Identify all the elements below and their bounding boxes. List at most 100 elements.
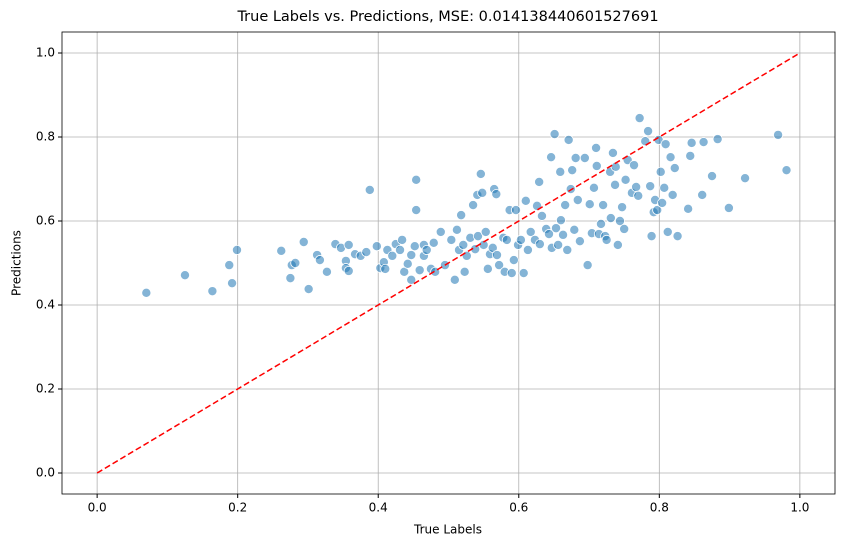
- point: [570, 152, 581, 163]
- point: [712, 134, 723, 145]
- point: [562, 244, 573, 255]
- point: [468, 200, 479, 211]
- point: [343, 239, 354, 250]
- point: [553, 239, 564, 250]
- point: [435, 226, 446, 237]
- point: [475, 168, 486, 179]
- point: [141, 287, 152, 298]
- point: [579, 152, 590, 163]
- point: [421, 244, 432, 255]
- point: [601, 234, 612, 245]
- x-axis-label: True Labels: [413, 523, 482, 537]
- x-tick-label: 0.8: [650, 501, 669, 515]
- point: [607, 147, 618, 158]
- point: [501, 234, 512, 245]
- point: [231, 244, 242, 255]
- point: [560, 200, 571, 211]
- point: [536, 210, 547, 221]
- point: [655, 166, 666, 177]
- point: [515, 234, 526, 245]
- point: [285, 273, 296, 284]
- point: [543, 229, 554, 240]
- point: [458, 239, 469, 250]
- point: [640, 136, 651, 147]
- point: [480, 226, 491, 237]
- point: [207, 286, 218, 297]
- point: [534, 176, 545, 187]
- point: [482, 263, 493, 274]
- point: [510, 205, 521, 216]
- point: [491, 250, 502, 261]
- x-tick-label: 0.4: [369, 501, 388, 515]
- point: [477, 187, 488, 198]
- point: [652, 205, 663, 216]
- point: [414, 265, 425, 276]
- point: [591, 160, 602, 171]
- point: [558, 229, 569, 240]
- point: [276, 245, 287, 256]
- point: [520, 195, 531, 206]
- point: [634, 113, 645, 124]
- y-tick-label: 1.0: [36, 46, 55, 60]
- point: [683, 203, 694, 214]
- point: [619, 223, 630, 234]
- point: [371, 241, 382, 252]
- point: [446, 234, 457, 245]
- point: [179, 270, 190, 281]
- point: [525, 226, 536, 237]
- point: [409, 241, 420, 252]
- chart-title: True Labels vs. Predictions, MSE: 0.0141…: [236, 9, 658, 25]
- point: [574, 236, 585, 247]
- point: [662, 226, 673, 237]
- point: [534, 239, 545, 250]
- point: [591, 142, 602, 153]
- point: [518, 268, 529, 279]
- point: [387, 250, 398, 261]
- point: [588, 182, 599, 193]
- point: [473, 231, 484, 242]
- point: [740, 173, 751, 184]
- point: [494, 260, 505, 271]
- point: [461, 250, 472, 261]
- y-tick-label: 0.2: [36, 382, 55, 396]
- point: [411, 174, 422, 185]
- point: [406, 250, 417, 261]
- point: [672, 231, 683, 242]
- plot-frame: [61, 31, 836, 495]
- y-tick-label: 0.0: [36, 466, 55, 480]
- point: [667, 189, 678, 200]
- point: [645, 181, 656, 192]
- point: [698, 137, 709, 148]
- point: [605, 213, 616, 224]
- y-tick-label: 0.6: [36, 214, 55, 228]
- point: [620, 174, 631, 185]
- point: [555, 166, 566, 177]
- point: [569, 224, 580, 235]
- x-tick-label: 0.0: [88, 501, 107, 515]
- point: [643, 126, 654, 137]
- point: [549, 129, 560, 140]
- point: [646, 231, 657, 242]
- point: [506, 268, 517, 279]
- x-tick-label: 0.2: [228, 501, 247, 515]
- point: [633, 190, 644, 201]
- point: [563, 134, 574, 145]
- point: [707, 171, 718, 182]
- point: [773, 129, 784, 140]
- point: [491, 189, 502, 200]
- point: [631, 181, 642, 192]
- point: [227, 278, 238, 289]
- point: [459, 266, 470, 277]
- y-tick-label: 0.4: [36, 298, 55, 312]
- point: [685, 150, 696, 161]
- point: [555, 215, 566, 226]
- point: [582, 260, 593, 271]
- point: [723, 202, 734, 213]
- reference-line: [96, 52, 801, 474]
- point: [321, 266, 332, 277]
- point: [598, 200, 609, 211]
- point: [343, 265, 354, 276]
- point: [314, 255, 325, 266]
- point: [659, 182, 670, 193]
